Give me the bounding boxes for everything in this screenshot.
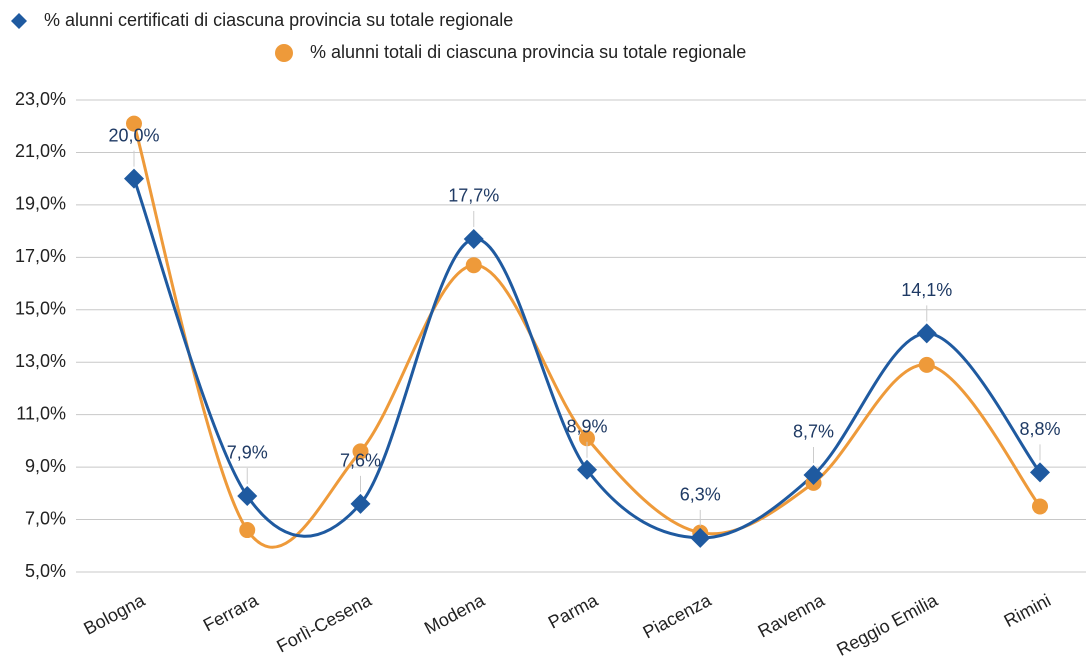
data-label: 17,7% (448, 186, 499, 206)
y-tick-label: 7,0% (25, 508, 66, 528)
marker (124, 168, 144, 189)
marker (350, 493, 371, 514)
legend-marker (275, 44, 293, 62)
marker (237, 485, 258, 506)
y-tick-label: 11,0% (16, 403, 66, 423)
marker (579, 430, 595, 447)
legend-label: % alunni certificati di ciascuna provinc… (44, 10, 513, 30)
y-tick-label: 19,0% (15, 194, 66, 214)
x-tick-label: Modena (421, 590, 489, 639)
y-tick-label: 21,0% (15, 141, 66, 161)
x-tick-label: Forlì-Cesena (273, 590, 375, 657)
data-label: 7,6% (340, 451, 381, 471)
marker (126, 115, 142, 132)
legend-marker (11, 13, 27, 29)
x-tick-label: Rimini (1001, 590, 1055, 631)
data-label: 7,9% (227, 443, 268, 463)
x-tick-label: Reggio Emilia (833, 590, 941, 659)
x-tick-label: Ferrara (200, 590, 262, 636)
legend-label: % alunni totali di ciascuna provincia su… (310, 42, 746, 62)
marker (239, 522, 256, 539)
x-tick-label: Bologna (80, 590, 149, 639)
y-tick-label: 23,0% (15, 89, 66, 109)
data-label: 8,9% (566, 416, 607, 436)
data-label: 8,7% (793, 422, 834, 442)
data-label: 14,1% (901, 280, 952, 300)
marker (918, 356, 935, 373)
x-tick-label: Parma (545, 590, 602, 633)
series-line (132, 123, 1042, 549)
series-line (132, 178, 1042, 540)
marker (577, 459, 597, 480)
marker (463, 228, 484, 249)
y-tick-label: 17,0% (15, 246, 66, 266)
y-tick-label: 13,0% (15, 351, 66, 371)
x-tick-label: Ravenna (755, 590, 829, 642)
marker (465, 257, 482, 274)
data-label: 8,8% (1019, 419, 1060, 439)
marker (803, 464, 824, 485)
y-tick-label: 9,0% (25, 456, 66, 476)
x-tick-label: Piacenza (640, 590, 716, 643)
marker (1030, 462, 1050, 483)
marker (1032, 498, 1048, 515)
marker (690, 527, 711, 548)
data-label: 6,3% (680, 485, 721, 505)
marker (352, 443, 369, 460)
marker (916, 323, 937, 344)
y-tick-label: 5,0% (25, 561, 66, 581)
y-tick-label: 15,0% (15, 299, 66, 319)
data-label: 20,0% (108, 125, 159, 145)
